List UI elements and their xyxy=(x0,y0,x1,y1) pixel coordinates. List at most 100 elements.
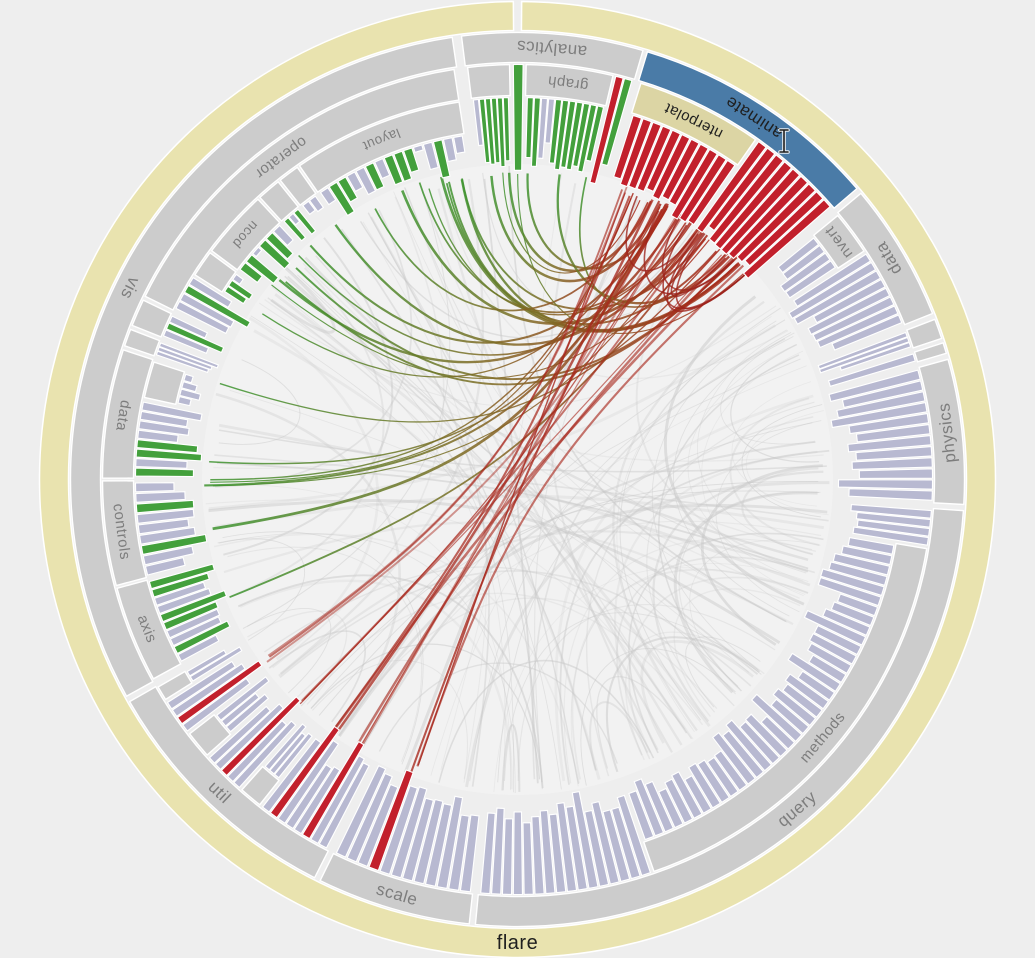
class-leaf-default[interactable] xyxy=(856,519,931,537)
class-leaf-default[interactable] xyxy=(480,812,496,895)
class-leaf-red[interactable] xyxy=(636,125,672,193)
class-leaf-red[interactable] xyxy=(668,143,710,206)
class-leaf-default[interactable] xyxy=(357,783,399,868)
class-leaf-default[interactable] xyxy=(664,778,694,824)
class-leaf-default[interactable] xyxy=(401,797,435,882)
package-arc-unlabeled[interactable] xyxy=(258,180,300,223)
class-leaf-default[interactable] xyxy=(818,336,910,374)
class-leaf-default[interactable] xyxy=(216,676,270,721)
class-leaf-red[interactable] xyxy=(368,769,414,872)
class-leaf-default[interactable] xyxy=(671,771,703,819)
class-leaf-green[interactable] xyxy=(502,97,511,162)
class-leaf-green[interactable] xyxy=(165,322,225,354)
class-leaf-green[interactable] xyxy=(490,97,501,164)
class-leaf-default[interactable] xyxy=(171,663,246,718)
class-leaf-red[interactable] xyxy=(744,190,824,267)
class-leaf-default[interactable] xyxy=(797,670,836,701)
package-arc-unlabeled[interactable] xyxy=(913,341,948,363)
class-leaf-default[interactable] xyxy=(855,446,933,461)
class-leaf-default[interactable] xyxy=(836,391,926,419)
class-leaf-default[interactable] xyxy=(531,815,545,895)
class-leaf-default[interactable] xyxy=(136,508,195,524)
class-leaf-default[interactable] xyxy=(544,98,556,144)
class-leaf-default[interactable] xyxy=(319,186,337,206)
class-leaf-default[interactable] xyxy=(684,775,712,814)
class-leaf-default[interactable] xyxy=(346,171,364,193)
class-leaf-default[interactable] xyxy=(591,800,620,885)
class-leaf-default[interactable] xyxy=(722,729,765,779)
class-leaf-default[interactable] xyxy=(285,763,333,830)
class-leaf-green[interactable] xyxy=(432,139,451,179)
class-leaf-green[interactable] xyxy=(577,103,598,173)
class-leaf-default[interactable] xyxy=(787,652,842,693)
class-leaf-default[interactable] xyxy=(847,434,932,453)
class-leaf-red[interactable] xyxy=(613,114,643,180)
package-arc-unlabeled[interactable] xyxy=(194,251,237,293)
class-leaf-default[interactable] xyxy=(820,568,885,597)
class-leaf-green[interactable] xyxy=(512,63,524,171)
class-leaf-default[interactable] xyxy=(390,786,428,879)
class-leaf-default[interactable] xyxy=(539,809,556,895)
class-leaf-default[interactable] xyxy=(134,482,175,493)
class-leaf-default[interactable] xyxy=(610,806,641,880)
class-leaf-default[interactable] xyxy=(442,137,457,163)
class-leaf-default[interactable] xyxy=(744,713,788,758)
class-leaf-red[interactable] xyxy=(720,168,801,256)
package-arc-unlabeled[interactable] xyxy=(123,328,161,357)
class-leaf-default[interactable] xyxy=(848,488,933,501)
class-leaf-default[interactable] xyxy=(711,731,756,785)
package-arc-query[interactable] xyxy=(474,507,965,928)
class-leaf-green[interactable] xyxy=(393,150,413,183)
class-leaf-default[interactable] xyxy=(308,195,325,213)
class-leaf-default[interactable] xyxy=(808,654,847,684)
class-leaf-default[interactable] xyxy=(750,693,803,743)
class-leaf-default[interactable] xyxy=(687,762,722,809)
class-leaf-green[interactable] xyxy=(173,620,231,655)
class-leaf-default[interactable] xyxy=(225,693,270,733)
class-leaf-green[interactable] xyxy=(183,284,252,329)
class-leaf-green[interactable] xyxy=(151,572,210,598)
class-leaf-default[interactable] xyxy=(537,97,549,160)
class-leaf-red[interactable] xyxy=(687,159,736,226)
package-arc-layout[interactable] xyxy=(298,101,465,194)
package-arc-operator[interactable] xyxy=(144,68,460,311)
class-leaf-default[interactable] xyxy=(816,305,899,349)
class-leaf-default[interactable] xyxy=(822,607,871,637)
class-leaf-red[interactable] xyxy=(736,183,817,263)
class-leaf-default[interactable] xyxy=(310,755,366,845)
class-leaf-green[interactable] xyxy=(601,77,633,167)
class-leaf-green[interactable] xyxy=(402,147,420,174)
class-leaf-default[interactable] xyxy=(658,787,684,829)
class-leaf-default[interactable] xyxy=(851,457,933,470)
class-leaf-green[interactable] xyxy=(560,100,577,169)
class-leaf-green[interactable] xyxy=(258,239,291,270)
class-leaf-default[interactable] xyxy=(806,642,852,674)
class-leaf-default[interactable] xyxy=(288,212,301,226)
class-leaf-default[interactable] xyxy=(156,587,212,615)
class-leaf-red[interactable] xyxy=(619,118,653,188)
class-leaf-green[interactable] xyxy=(239,261,264,284)
package-arc-util[interactable] xyxy=(128,685,330,879)
class-leaf-default[interactable] xyxy=(208,705,272,764)
class-leaf-default[interactable] xyxy=(293,766,341,835)
class-leaf-default[interactable] xyxy=(793,270,882,325)
package-arc-unlabeled[interactable] xyxy=(466,63,511,100)
class-leaf-red[interactable] xyxy=(678,154,727,223)
class-leaf-green[interactable] xyxy=(553,99,570,171)
class-leaf-default[interactable] xyxy=(272,224,294,247)
class-leaf-default[interactable] xyxy=(571,790,599,889)
class-leaf-default[interactable] xyxy=(424,803,453,887)
class-leaf-default[interactable] xyxy=(830,601,875,627)
class-leaf-red[interactable] xyxy=(714,161,793,250)
class-leaf-default[interactable] xyxy=(379,785,419,875)
class-leaf-default[interactable] xyxy=(850,504,932,519)
class-leaf-default[interactable] xyxy=(459,814,480,893)
class-leaf-red[interactable] xyxy=(695,140,767,234)
class-leaf-default[interactable] xyxy=(135,491,186,503)
package-arc-unlabeled[interactable] xyxy=(188,713,232,757)
package-arc-graph[interactable] xyxy=(524,63,614,107)
class-leaf-default[interactable] xyxy=(847,537,895,555)
class-leaf-default[interactable] xyxy=(189,646,243,682)
class-leaf-default[interactable] xyxy=(584,809,610,887)
package-arc-physics[interactable] xyxy=(918,358,966,506)
